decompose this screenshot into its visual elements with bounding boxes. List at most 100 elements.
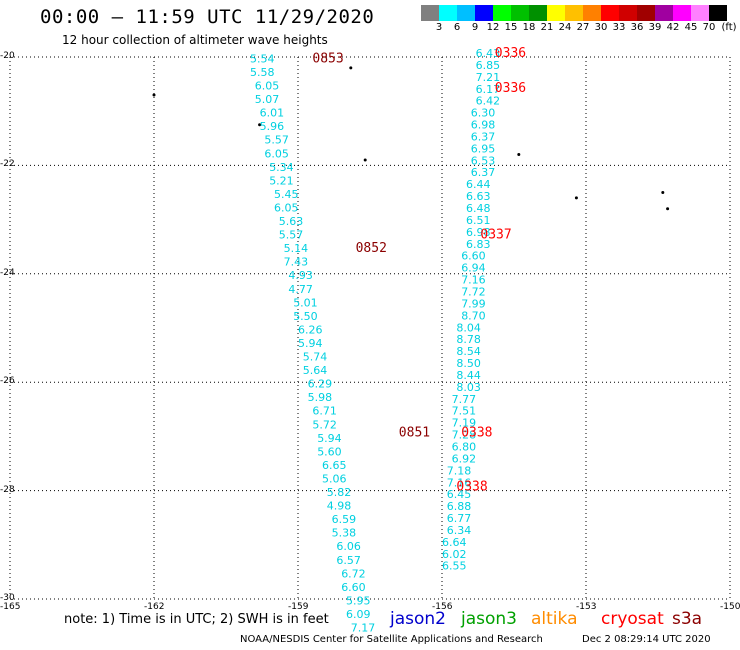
swh-value: 6.60 [461, 250, 486, 263]
swh-value: 5.38 [332, 527, 357, 540]
swh-value: 7.21 [476, 71, 501, 84]
pass-time-label: 0338 [456, 480, 487, 495]
swh-value: 6.01 [260, 107, 285, 120]
swh-value: 8.03 [456, 381, 481, 394]
swh-value: 5.74 [303, 351, 328, 364]
footer-note: note: 1) Time is in UTC; 2) SWH is in fe… [64, 612, 329, 627]
swh-value: 6.05 [255, 80, 279, 93]
swh-value: 7.19 [452, 417, 477, 430]
satellite-legend-s3a: s3a [672, 609, 703, 629]
scale-label: 18 [522, 22, 536, 33]
swh-value: 5.57 [279, 229, 304, 242]
scale-swatch [529, 5, 547, 21]
swh-value: 6.37 [471, 166, 496, 179]
swh-value: 6.06 [336, 540, 361, 553]
generated-date: Dec 2 08:29:14 UTC 2020 [582, 634, 711, 645]
swh-value: 5.54 [250, 52, 275, 65]
swh-value: 6.34 [447, 524, 472, 537]
swh-value: 6.80 [452, 440, 477, 453]
swh-value: 7.43 [284, 256, 309, 269]
swh-value: 5.64 [303, 364, 328, 377]
satellite-legend-jason3: jason3 [461, 609, 517, 629]
swh-value: 7.51 [452, 405, 477, 418]
island-dot [517, 153, 521, 157]
swh-value: 5.45 [274, 188, 299, 201]
swh-value: 8.70 [461, 309, 486, 322]
lat-tick-label: -24 [0, 267, 15, 278]
scale-swatch [421, 5, 439, 21]
scale-swatch [583, 5, 601, 21]
swh-value: 5.07 [255, 93, 279, 106]
swh-value: 6.44 [466, 178, 491, 191]
color-scale-bar [421, 5, 727, 21]
scale-label: 39 [648, 22, 662, 33]
swh-value: 6.92 [452, 452, 477, 465]
lat-tick-label: -30 [0, 593, 15, 603]
swh-value: 8.04 [456, 321, 481, 334]
scale-label: 12 [486, 22, 500, 33]
credit-text: NOAA/NESDIS Center for Satellite Applica… [240, 634, 543, 645]
subtitle: 12 hour collection of altimeter wave hei… [62, 33, 328, 47]
swh-value: 8.78 [456, 333, 481, 346]
swh-value: 6.37 [471, 130, 496, 143]
swh-value: 5.57 [264, 134, 289, 147]
swh-value: 6.71 [312, 405, 337, 418]
pass-time-label: 0336 [495, 46, 526, 61]
pass-time-label: 0337 [480, 228, 511, 243]
island-dot [574, 196, 578, 200]
scale-swatch [439, 5, 457, 21]
lon-tick-label: -162 [144, 602, 165, 612]
swh-value: 5.72 [312, 418, 337, 431]
swh-value: 7.99 [461, 297, 486, 310]
satellite-legend-altika: altika [531, 609, 578, 629]
scale-swatch [673, 5, 691, 21]
swh-value: 5.06 [322, 472, 347, 485]
swh-value: 7.18 [447, 464, 472, 477]
swh-value: 5.94 [317, 432, 342, 445]
pass-time-label: 0852 [356, 241, 387, 256]
scale-swatch [511, 5, 529, 21]
scale-label: 3 [435, 22, 443, 33]
swh-value: 7.16 [447, 476, 472, 489]
swh-value: 6.85 [476, 59, 501, 72]
scale-label: 27 [576, 22, 590, 33]
scale-swatch [637, 5, 655, 21]
swh-value: 6.45 [447, 488, 472, 501]
swh-value: 4.93 [288, 269, 313, 282]
lat-tick-label: -20 [0, 51, 15, 61]
scale-label: 70 [702, 22, 716, 33]
lon-tick-label: -150 [720, 602, 740, 612]
scale-swatch [691, 5, 709, 21]
swh-value: 8.50 [456, 357, 481, 370]
swh-value: 6.98 [466, 226, 491, 239]
swh-value: 5.98 [308, 391, 333, 404]
swh-value: 5.21 [269, 174, 294, 187]
lat-tick-label: -22 [0, 159, 15, 170]
swh-value: 6.65 [322, 459, 347, 472]
lat-tick-label: -28 [0, 484, 15, 495]
scale-swatch [655, 5, 673, 21]
swh-value: 8.54 [456, 345, 481, 358]
lat-tick-label: -26 [0, 376, 15, 387]
swh-value: 5.63 [279, 215, 304, 228]
swh-value: 6.83 [466, 238, 491, 251]
lon-tick-label: -159 [288, 602, 309, 612]
swh-value: 6.51 [466, 214, 491, 227]
scale-swatch [493, 5, 511, 21]
swh-value: 6.29 [308, 378, 333, 391]
scale-label: 33 [612, 22, 626, 33]
scale-swatch [601, 5, 619, 21]
swh-value: 6.94 [461, 262, 486, 275]
swh-value: 5.14 [284, 242, 309, 255]
swh-value: 5.01 [293, 296, 318, 309]
swh-value: 6.60 [341, 581, 366, 594]
swh-value: 6.42 [476, 95, 501, 108]
lon-tick-label: -153 [576, 602, 597, 612]
scale-swatch [565, 5, 583, 21]
swh-value: 6.63 [466, 190, 491, 203]
scale-label: 45 [684, 22, 698, 33]
scale-swatch [619, 5, 637, 21]
swh-value: 6.26 [298, 323, 323, 336]
pass-time-label: 0336 [495, 81, 526, 96]
